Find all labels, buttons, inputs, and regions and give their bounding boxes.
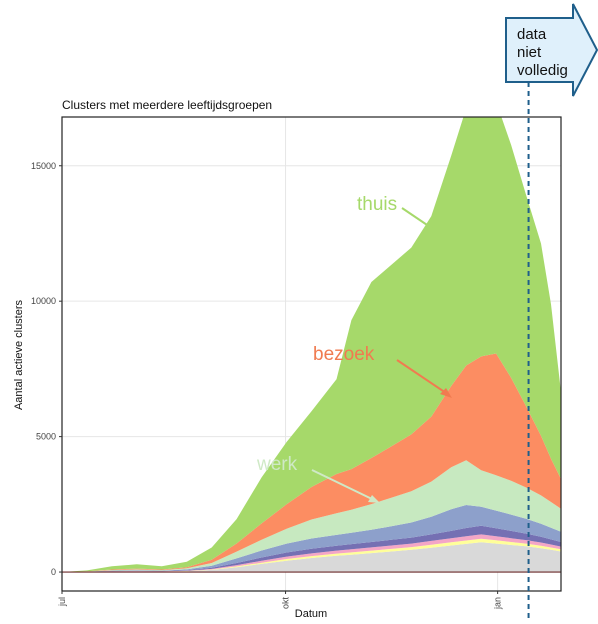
annotation-werk: werk: [256, 454, 298, 475]
x-axis-title: Datum: [295, 608, 327, 620]
y-tick-label: 15000: [31, 161, 56, 171]
chart-title: Clusters met meerdere leeftijdsgroepen: [62, 98, 272, 112]
y-tick-label: 5000: [36, 432, 56, 442]
annotation-bezoek: bezoek: [313, 344, 375, 365]
x-tick-label: jan: [493, 597, 503, 610]
annotation-thuis: thuis: [357, 194, 397, 215]
x-tick-label: jul: [57, 597, 67, 607]
y-tick-label: 0: [51, 567, 56, 577]
callout-line-3: volledig: [517, 62, 568, 79]
x-tick-label: okt: [281, 597, 291, 610]
data-incomplete-callout: data niet volledig: [506, 4, 597, 96]
callout-line-2: niet: [517, 44, 542, 61]
y-tick-group: 0 5000 10000 15000: [31, 161, 62, 577]
y-tick-label: 10000: [31, 296, 56, 306]
y-axis-title: Aantal actieve clusters: [13, 299, 25, 410]
x-tick-group: jul okt jan: [57, 591, 503, 610]
callout-line-1: data: [517, 26, 547, 43]
